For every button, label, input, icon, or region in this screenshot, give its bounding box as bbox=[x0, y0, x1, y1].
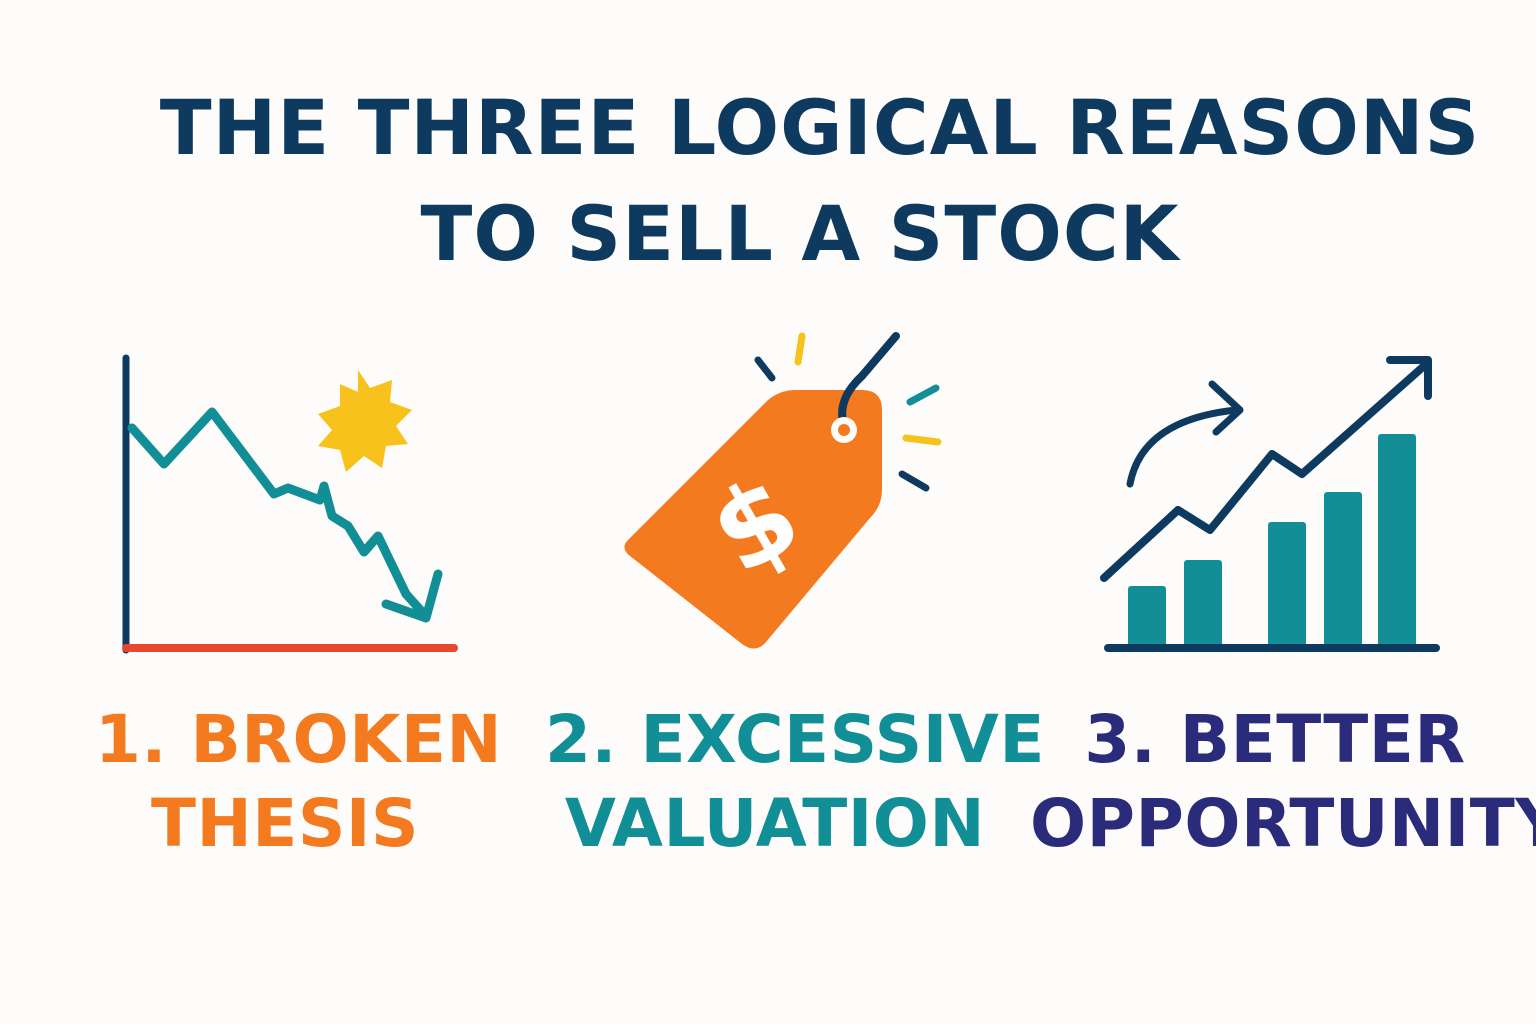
reason-1-line-1: 1. BROKEN bbox=[95, 701, 503, 778]
reason-3-line-2: OPPORTUNITY bbox=[1030, 785, 1536, 862]
reason-3-line-1: 3. BETTER bbox=[1084, 701, 1466, 778]
reason-1-line-2: THESIS bbox=[151, 785, 419, 862]
reason-3-caption: 3. BETTER OPPORTUNITY bbox=[1030, 698, 1536, 866]
page-title-line-2: TO SELL A STOCK bbox=[420, 189, 1180, 278]
rising-bar-chart-icon bbox=[1090, 330, 1450, 670]
falling-chart-with-burst-icon bbox=[110, 330, 470, 670]
price-tag-dollar-icon: $ bbox=[600, 330, 960, 670]
page-title-line-1: THE THREE LOGICAL REASONS bbox=[159, 83, 1481, 172]
reason-2-line-1: 2. EXCESSIVE bbox=[545, 701, 1045, 778]
reason-2-caption: 2. EXCESSIVE VALUATION bbox=[545, 698, 1045, 866]
reason-2-line-2: VALUATION bbox=[564, 785, 986, 862]
reason-1-caption: 1. BROKEN THESIS bbox=[95, 698, 503, 866]
